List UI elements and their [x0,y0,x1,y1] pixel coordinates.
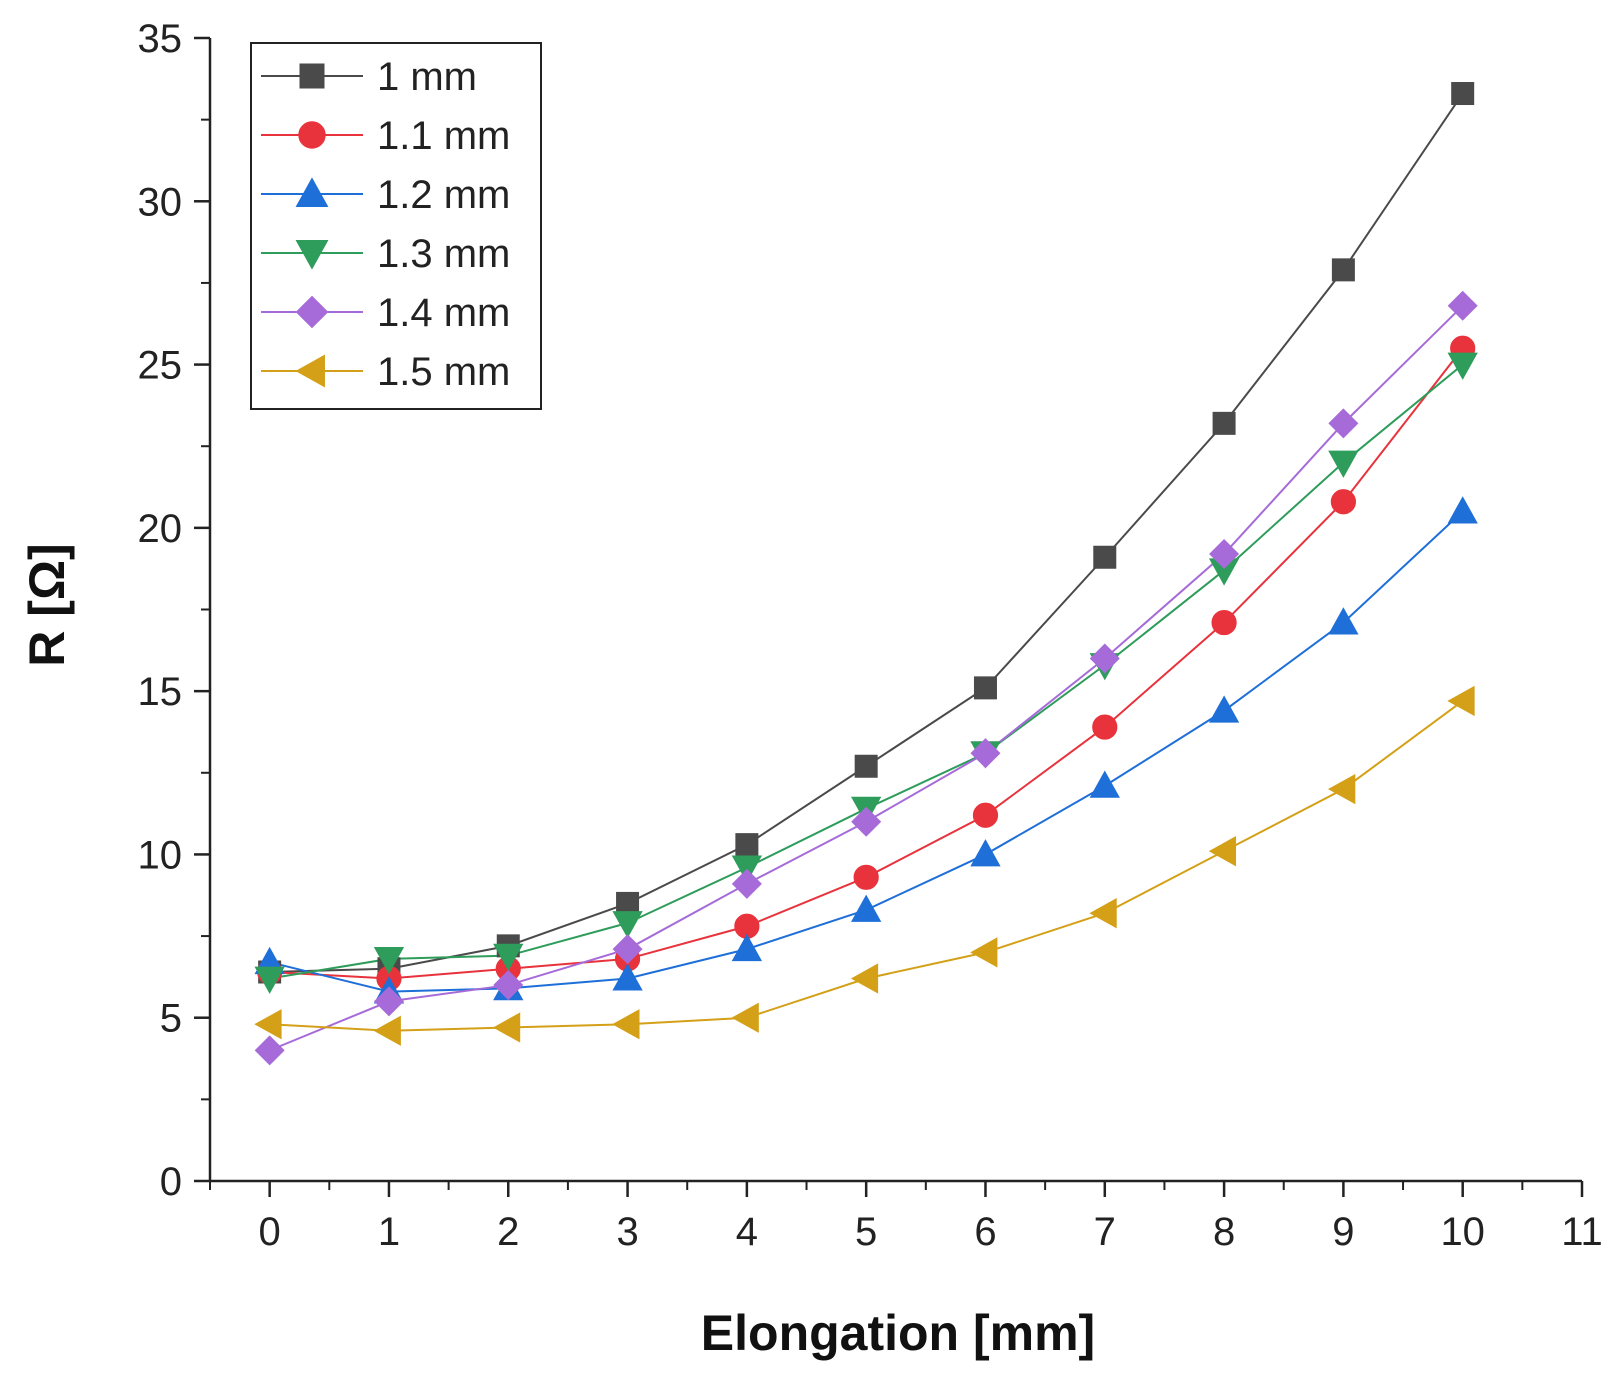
data-point [612,963,643,991]
data-point [254,1035,285,1066]
data-point [373,946,405,975]
legend-marker [295,295,329,329]
data-point [851,894,882,922]
data-point [1447,685,1475,717]
y-tick-label: 0 [160,1160,182,1204]
y-axis-title: R [Ω] [19,543,75,666]
x-tick-label: 7 [1094,1210,1116,1254]
data-point [1451,82,1475,106]
data-point [1092,714,1118,740]
x-tick-label: 0 [259,1210,281,1254]
data-point [1089,643,1120,674]
data-point [1208,836,1237,867]
x-axis-title: Elongation [mm] [701,1305,1095,1361]
data-point [853,864,879,890]
legend-marker [295,240,329,270]
data-point [1331,258,1355,282]
data-point [1328,450,1359,478]
data-point [1330,489,1356,515]
data-point [970,937,998,968]
data-point [492,1012,521,1043]
data-point [731,868,762,899]
data-point [850,963,879,994]
data-point [254,1009,282,1040]
legend-label: 1.5 mm [377,350,510,394]
y-tick-label: 15 [138,670,183,714]
data-point [970,839,1001,867]
x-tick-label: 5 [855,1210,877,1254]
data-point [493,943,524,971]
data-point [1328,408,1359,439]
y-tick-label: 35 [138,17,183,61]
legend-marker [298,121,326,149]
data-point [1208,695,1240,723]
data-point [1212,411,1236,435]
legend-marker [295,354,325,388]
data-point [1209,538,1240,569]
legend-label: 1.4 mm [377,291,510,335]
data-point [254,966,285,994]
data-point [854,754,878,778]
legend-label: 1.2 mm [377,173,510,217]
data-point [373,986,404,1017]
data-point [851,806,882,837]
legend-box [250,42,542,410]
data-point [1093,545,1117,569]
data-point [970,738,1001,769]
data-point [1328,607,1359,635]
series-markers [254,82,1478,1066]
y-tick-label: 5 [160,997,182,1041]
x-tick-label: 8 [1213,1210,1235,1254]
data-point [731,933,763,962]
data-point [972,802,999,828]
axes: 0 1 2 3 4 5 6 7 8 9 10 11 0 5 10 15 20 25 30 35 [138,17,1603,1254]
data-point [612,911,643,939]
data-point [1447,496,1478,524]
data-point [1447,290,1478,321]
x-tick-label: 11 [1561,1210,1603,1254]
x-tick-label: 1 [378,1210,400,1254]
data-point [1328,773,1356,805]
x-tick-label: 6 [974,1210,996,1254]
x-tick-label: 9 [1332,1210,1354,1254]
legend-label: 1.3 mm [377,232,510,276]
y-tick-label: 30 [138,180,183,224]
legend-label: 1 mm [377,55,477,99]
y-tick-label: 10 [138,833,183,877]
data-point [973,676,997,700]
data-point [612,934,643,965]
data-point [1447,352,1478,380]
y-tick-label: 25 [138,344,183,388]
data-point [373,1015,401,1046]
legend: 1 mm 1.1 mm 1.2 mm 1.3 mm 1.4 mm 1.5 mm [250,42,542,410]
y-tick-label: 20 [138,507,183,551]
legend-marker [299,63,325,89]
series-line-5 [269,305,1464,1052]
x-tick-label: 2 [497,1210,519,1254]
x-tick-label: 4 [736,1210,758,1254]
x-tick-label: 10 [1440,1210,1485,1254]
legend-label: 1.1 mm [377,114,510,158]
data-point [493,970,524,1001]
data-point [1089,770,1120,798]
legend-marker [295,177,329,207]
data-point [1211,609,1237,636]
data-point [735,833,759,857]
x-tick-label: 3 [616,1210,638,1254]
data-point [731,1002,759,1033]
data-point [612,1009,640,1040]
data-point [1089,898,1117,929]
